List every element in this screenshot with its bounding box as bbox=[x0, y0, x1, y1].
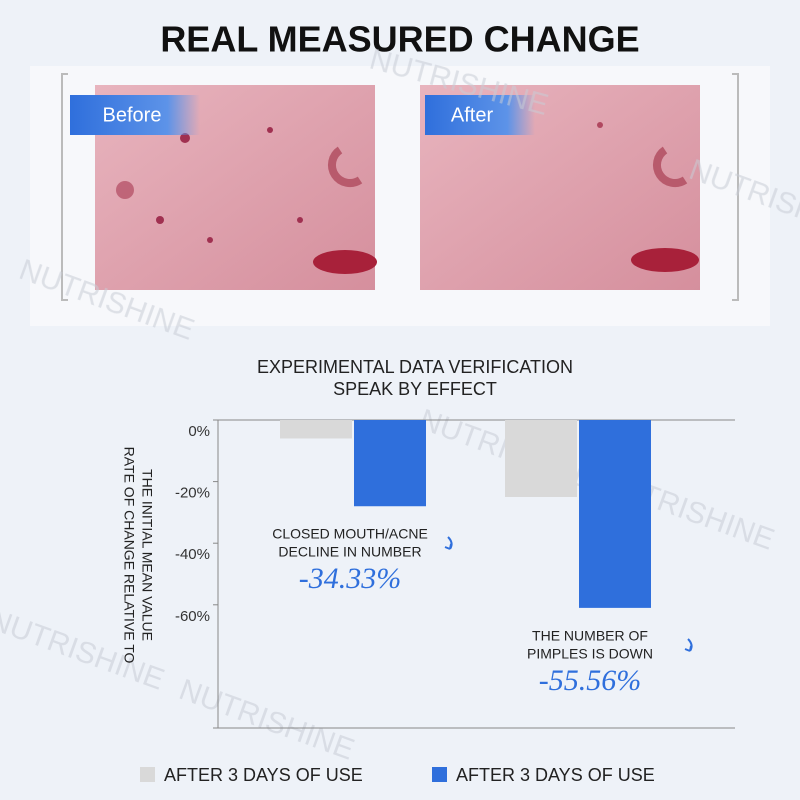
after-label: After bbox=[451, 104, 494, 126]
after-tag bbox=[425, 95, 535, 135]
annotation-value: -34.33% bbox=[299, 562, 401, 595]
chart: 0% -20% -40% -60% RATE OF CHANGE RELATIVE TO… bbox=[121, 419, 735, 785]
legend-swatch bbox=[140, 767, 155, 782]
annotation-value: -55.56% bbox=[539, 664, 641, 697]
y-axis-label: RATE OF CHANGE RELATIVE TO bbox=[121, 447, 137, 664]
y-tick-label: 0% bbox=[188, 423, 210, 440]
before-label: Before bbox=[103, 104, 162, 126]
y-tick-label: -40% bbox=[175, 546, 210, 563]
y-tick-label: -60% bbox=[175, 608, 210, 625]
annotation-text: THE NUMBER OF bbox=[532, 628, 648, 644]
annotation-text: CLOSED MOUTH/ACNE bbox=[272, 526, 428, 542]
before-tag bbox=[70, 95, 200, 135]
y-tick-label: -20% bbox=[175, 485, 210, 502]
legend-swatch bbox=[432, 767, 447, 782]
annotation-text: DECLINE IN NUMBER bbox=[278, 544, 421, 560]
bar bbox=[505, 420, 577, 497]
page-title: REAL MEASURED CHANGE bbox=[160, 19, 639, 60]
bar bbox=[579, 420, 651, 608]
chart-title: EXPERIMENTAL DATA VERIFICATION bbox=[257, 357, 573, 377]
bar bbox=[354, 420, 426, 507]
annotation-arrow bbox=[444, 536, 453, 550]
chart-subtitle: SPEAK BY EFFECT bbox=[333, 379, 497, 399]
legend-label: AFTER 3 DAYS OF USE bbox=[164, 765, 363, 785]
annotation-arrow bbox=[684, 638, 693, 652]
annotation-text: PIMPLES IS DOWN bbox=[527, 646, 653, 662]
brackets bbox=[61, 73, 739, 301]
bar bbox=[280, 420, 352, 439]
legend-label: AFTER 3 DAYS OF USE bbox=[456, 765, 655, 785]
y-axis-label: THE INITIAL MEAN VALUE bbox=[139, 469, 155, 641]
